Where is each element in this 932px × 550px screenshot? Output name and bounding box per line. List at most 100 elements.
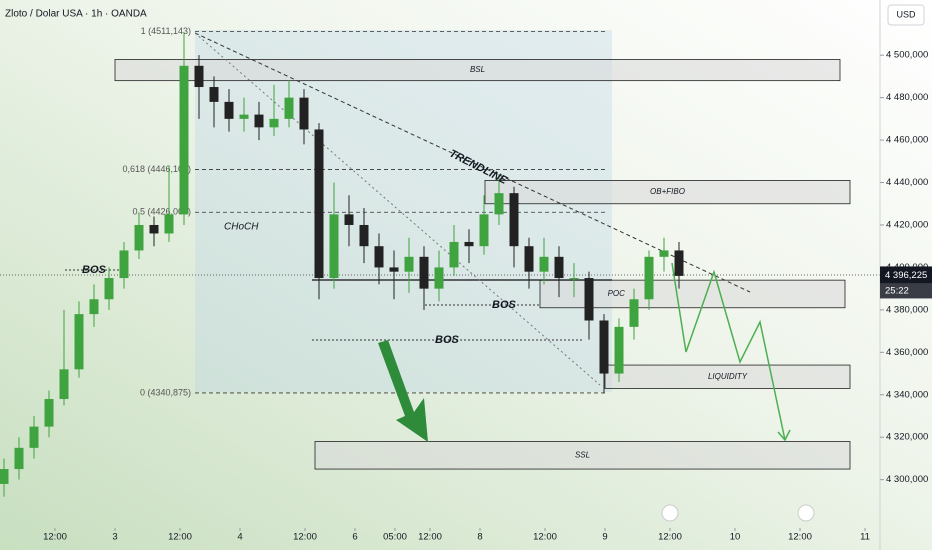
candle-body	[194, 65, 204, 88]
fib-label: 0,618 (4446,101)	[122, 164, 191, 174]
y-tick-label: 4 500,000	[886, 50, 928, 61]
y-tick-label: 4 340,000	[886, 389, 928, 400]
candle-body	[464, 241, 474, 247]
candle-body	[419, 256, 429, 289]
y-tick-label: 4 360,000	[886, 347, 928, 358]
event-icon[interactable]	[797, 504, 815, 522]
candle-body	[524, 246, 534, 272]
x-tick-label: 6	[352, 532, 357, 543]
candle-body	[119, 250, 129, 279]
candle-body	[449, 241, 459, 268]
candle-body	[179, 65, 189, 215]
zone	[114, 59, 841, 82]
candle-body	[494, 193, 504, 215]
zone	[604, 364, 851, 389]
zone	[314, 441, 851, 470]
candle-body	[59, 369, 69, 400]
y-tick-label: 4 320,000	[886, 432, 928, 443]
zone-label: SSL	[575, 450, 590, 459]
fib-area	[195, 30, 612, 392]
candle-body	[29, 426, 39, 448]
candle-body	[0, 469, 9, 484]
zone-label: POC	[608, 289, 626, 298]
fib-label: 1 (4511,143)	[141, 26, 191, 36]
candle-body	[209, 87, 219, 102]
candle-body	[629, 299, 639, 327]
x-tick-label: 12:00	[788, 532, 812, 543]
zone-label: BSL	[470, 65, 485, 74]
x-tick-label: 12:00	[533, 532, 557, 543]
x-tick-label: 12:00	[658, 532, 682, 543]
candle-body	[89, 299, 99, 315]
candle-body	[74, 314, 84, 370]
candle-body	[104, 278, 114, 300]
x-tick-label: 3	[112, 532, 117, 543]
zone	[484, 180, 851, 205]
x-tick-label: 10	[730, 532, 741, 543]
candle-body	[614, 326, 624, 374]
candle-body	[284, 97, 294, 119]
candle-body	[584, 278, 594, 321]
event-icon[interactable]	[661, 504, 679, 522]
y-tick-label: 4 300,000	[886, 474, 928, 485]
bos-label: BOS	[82, 264, 107, 276]
candle-body	[599, 320, 609, 374]
candle-body	[164, 214, 174, 234]
candle-body	[224, 101, 234, 119]
price-tag	[880, 266, 932, 284]
candle-body	[344, 214, 354, 225]
candle-body	[674, 250, 684, 276]
candle-body	[509, 193, 519, 247]
candle-body	[479, 214, 489, 247]
candle-body	[14, 447, 24, 470]
projection-arrow	[777, 429, 791, 442]
price-tag-label: 4 396,225	[885, 270, 927, 281]
candle-body	[434, 267, 444, 289]
y-tick-label: 4 440,000	[886, 177, 928, 188]
y-tick-label: 4 420,000	[886, 219, 928, 230]
y-tick-label: 4 480,000	[886, 92, 928, 103]
zone-label: OB+FIBO	[650, 187, 685, 196]
choch-label: CHoCH	[224, 222, 259, 233]
candle-body	[239, 114, 249, 119]
candle-body	[44, 399, 54, 427]
candle-body	[299, 97, 309, 130]
fib-label: 0,5 (4426,009)	[132, 207, 191, 217]
x-tick-label: 12:00	[43, 532, 67, 543]
candle-body	[554, 256, 564, 279]
x-tick-label: 8	[477, 532, 482, 543]
candle-body	[569, 278, 579, 280]
x-tick-label: 12:00	[418, 532, 442, 543]
candle-body	[269, 118, 279, 128]
chart-title: Zloto / Dolar USA · 1h · OANDA	[5, 9, 147, 20]
candle-body	[539, 256, 549, 272]
countdown-label: 25:22	[885, 285, 909, 296]
candle-body	[389, 267, 399, 272]
x-tick-label: 12:00	[293, 532, 317, 543]
projection	[671, 262, 786, 441]
currency[interactable]: USD	[896, 9, 916, 19]
currency-box[interactable]	[887, 4, 925, 26]
down-arrow	[378, 340, 428, 442]
x-tick-label: 11	[860, 532, 870, 543]
x-tick-label: 05:00	[383, 532, 407, 543]
bos-label: BOS	[435, 334, 460, 346]
candle-body	[659, 250, 669, 257]
x-tick-label: 12:00	[168, 532, 192, 543]
x-tick-label: 4	[237, 532, 242, 543]
candle-body	[254, 114, 264, 128]
countdown-tag	[880, 283, 932, 299]
candle-body	[644, 256, 654, 300]
y-tick-label: 4 460,000	[886, 135, 928, 146]
zone-label: LIQUIDITY	[708, 372, 748, 381]
y-tick-label: 4 380,000	[886, 304, 928, 315]
candle-body	[134, 224, 144, 251]
bos-label: BOS	[492, 299, 517, 311]
candle-body	[329, 214, 339, 279]
candle-body	[404, 256, 414, 272]
candle-body	[359, 224, 369, 247]
x-tick-label: 9	[602, 532, 607, 543]
candle-body	[374, 246, 384, 268]
